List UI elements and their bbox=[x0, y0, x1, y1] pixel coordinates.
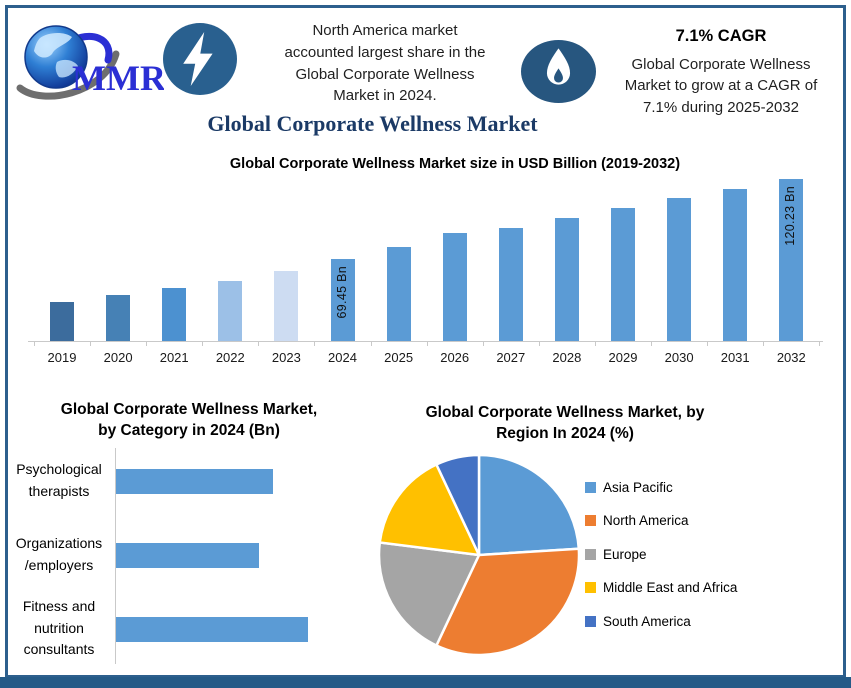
x-axis-label-2023: 2023 bbox=[271, 350, 301, 365]
mmr-logo: MMR bbox=[12, 16, 167, 108]
bar-2029 bbox=[611, 208, 635, 341]
x-axis-label-2021: 2021 bbox=[159, 350, 189, 365]
axis-tick bbox=[33, 341, 35, 346]
market-size-x-axis: 2019 2020 2021 2022 2023 2024 2025 2026 2027 2028… bbox=[0, 350, 851, 368]
category-bar bbox=[116, 469, 273, 494]
cagr-title: 7.1% CAGR bbox=[675, 27, 767, 45]
x-axis-label-2027: 2027 bbox=[496, 350, 526, 365]
x-axis-label-2020: 2020 bbox=[103, 350, 133, 365]
market-size-chart-title: Global Corporate Wellness Market size in… bbox=[229, 156, 681, 172]
cagr-block: 7.1% CAGR Global Corporate Wellness Mark… bbox=[597, 27, 845, 118]
x-axis-label-2022: 2022 bbox=[215, 350, 245, 365]
axis-tick bbox=[202, 341, 204, 346]
bar-value-label-2032: 120.23 Bn bbox=[783, 186, 798, 246]
x-axis-label-2029: 2029 bbox=[608, 350, 638, 365]
legend-swatch-icon bbox=[585, 615, 596, 627]
legend-label: Asia Pacific bbox=[603, 480, 673, 495]
legend-swatch-icon bbox=[585, 515, 596, 527]
x-axis-label-2026: 2026 bbox=[440, 350, 470, 365]
legend-swatch-icon bbox=[585, 482, 596, 493]
bar-2028 bbox=[554, 218, 579, 341]
flame-badge bbox=[521, 40, 596, 103]
bolt-icon bbox=[183, 32, 213, 86]
cagr-text: Global Corporate Wellness Market to grow… bbox=[624, 56, 818, 116]
x-axis-label-2032: 2032 bbox=[776, 350, 806, 365]
x-axis-label-2019: 2019 bbox=[47, 350, 77, 365]
market-size-bar-chart: 69.45 Bn 120.23 Bn bbox=[28, 176, 823, 346]
axis-tick bbox=[763, 341, 765, 346]
region-chart-title: Global Corporate Wellness Market, by Reg… bbox=[425, 404, 705, 442]
bar-2025 bbox=[386, 247, 411, 341]
legend-label: South America bbox=[603, 613, 691, 629]
axis-tick bbox=[819, 341, 821, 346]
category-label: Psychological therapists bbox=[16, 461, 102, 499]
page-title: Global Corporate Wellness Market bbox=[207, 111, 538, 136]
category-bar bbox=[116, 617, 308, 642]
category-label: Organizations /employers bbox=[15, 535, 103, 573]
x-axis-label-2024: 2024 bbox=[328, 350, 357, 365]
north-america-highlight: North America market accounted largest s… bbox=[284, 22, 486, 105]
axis-tick bbox=[651, 341, 653, 346]
axis-tick bbox=[314, 341, 316, 346]
axis-tick bbox=[426, 341, 428, 346]
x-axis-label-2031: 2031 bbox=[720, 350, 750, 365]
x-axis-label-2028: 2028 bbox=[552, 350, 582, 365]
category-bar-chart: Psychological therapists Organizations /e… bbox=[8, 445, 370, 667]
category-label: Fitness and nutrition consultants bbox=[22, 598, 96, 658]
bar-2020 bbox=[106, 295, 131, 341]
lightning-badge bbox=[163, 23, 237, 95]
region-pie-chart bbox=[377, 453, 581, 657]
bar-2021 bbox=[162, 288, 187, 341]
legend-swatch-icon bbox=[585, 548, 596, 560]
axis-tick bbox=[594, 341, 596, 346]
pie-slice-middle-east-and-africa bbox=[378, 463, 481, 557]
bar-2023 bbox=[274, 271, 299, 341]
axis-tick bbox=[707, 341, 709, 346]
legend-label: North America bbox=[603, 513, 689, 529]
bar-value-label-2024: 69.45 Bn bbox=[334, 266, 349, 319]
globe-swoosh-icon: MMR bbox=[16, 25, 167, 100]
pie-slice-asia-pacific bbox=[477, 453, 581, 557]
bar-2031 bbox=[723, 189, 748, 341]
legend-label: Middle East and Africa bbox=[603, 580, 738, 596]
bar-2027 bbox=[498, 228, 523, 341]
category-axis-line bbox=[115, 448, 116, 664]
x-axis-label-2030: 2030 bbox=[664, 350, 694, 365]
pie-slice-europe bbox=[377, 541, 481, 647]
svg-text:MMR: MMR bbox=[72, 58, 164, 98]
bar-2030 bbox=[667, 198, 692, 341]
axis-tick bbox=[258, 341, 260, 346]
pie-slice-south-america bbox=[435, 453, 481, 557]
x-axis-label-2025: 2025 bbox=[384, 350, 414, 365]
axis-tick bbox=[482, 341, 484, 346]
bar-2032 bbox=[779, 179, 804, 341]
legend-swatch-icon bbox=[585, 582, 596, 594]
bar-2024 bbox=[330, 259, 355, 341]
bar-2026 bbox=[442, 233, 467, 341]
bar-2019 bbox=[50, 302, 74, 341]
axis-tick bbox=[146, 341, 148, 346]
axis-tick bbox=[538, 341, 540, 346]
bottom-accent-bar bbox=[0, 677, 851, 688]
category-chart-title: Global Corporate Wellness Market, by Cat… bbox=[60, 401, 318, 439]
legend-label: Europe bbox=[603, 546, 647, 562]
bar-2022 bbox=[218, 281, 243, 341]
flame-icon bbox=[546, 48, 571, 85]
axis-tick bbox=[90, 341, 92, 346]
pie-slice-north-america bbox=[435, 547, 581, 657]
axis-tick bbox=[370, 341, 372, 346]
category-bar bbox=[116, 543, 259, 568]
